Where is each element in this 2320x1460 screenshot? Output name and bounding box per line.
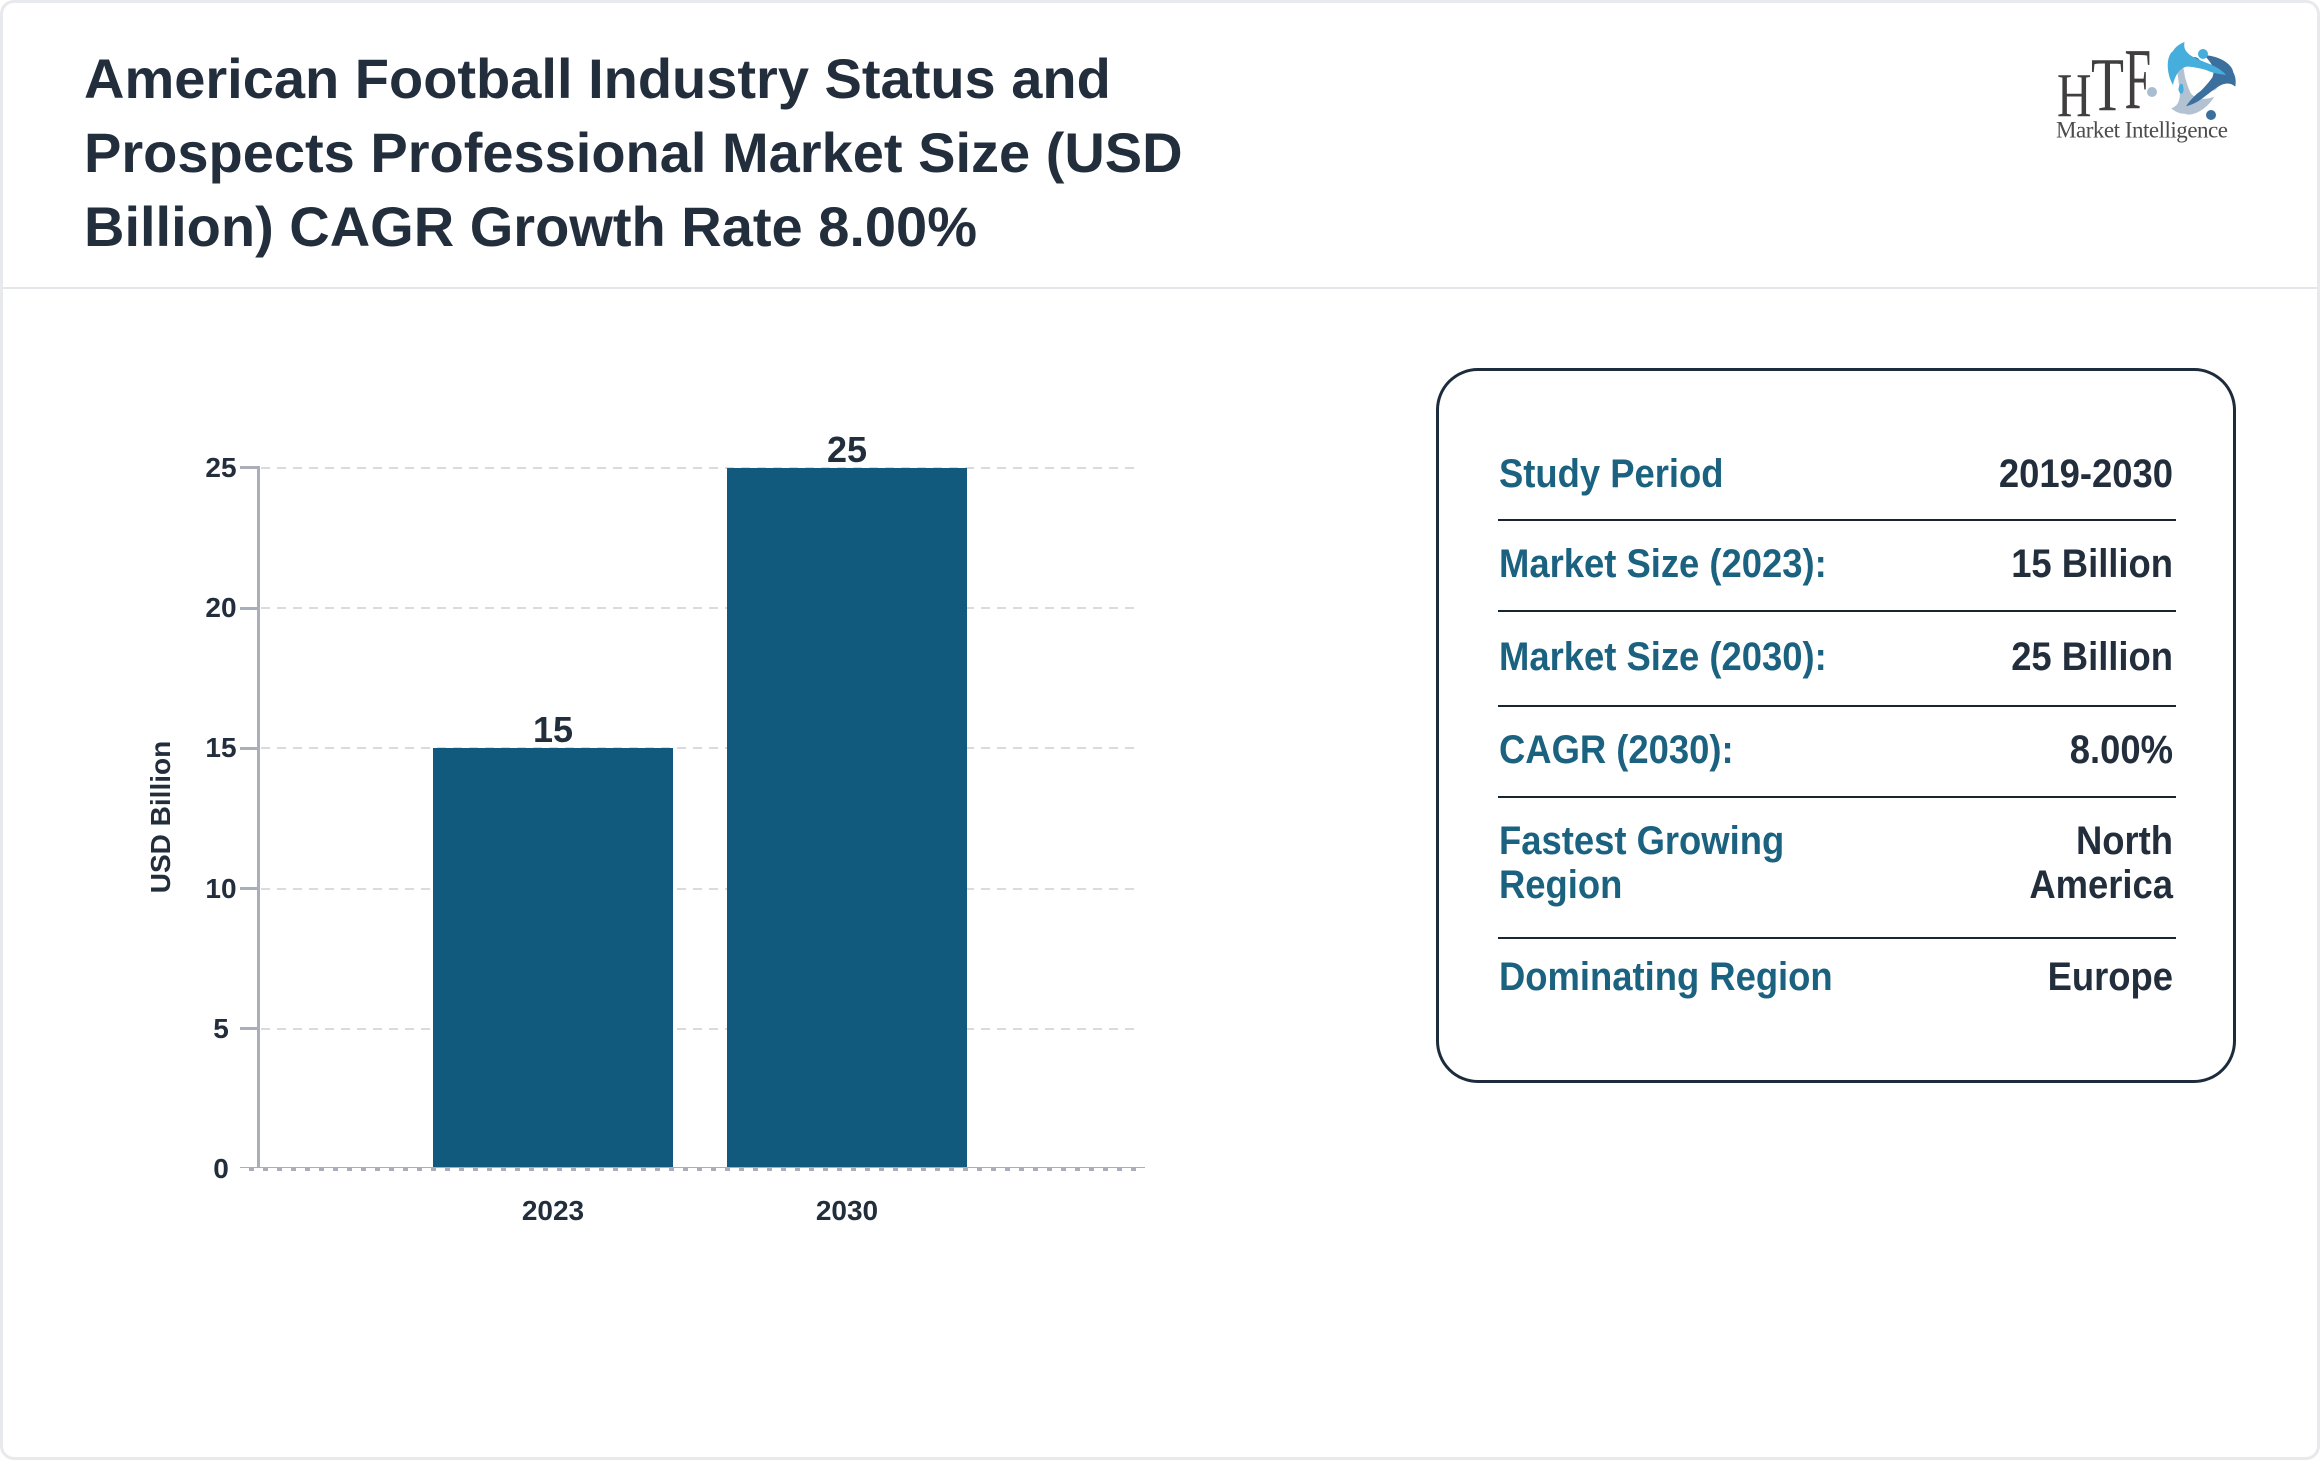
svg-text:Market Intelligence: Market Intelligence — [2056, 118, 2228, 143]
svg-text:H: H — [2057, 61, 2091, 129]
svg-text:F: F — [2125, 31, 2152, 128]
svg-text:T: T — [2091, 44, 2124, 128]
